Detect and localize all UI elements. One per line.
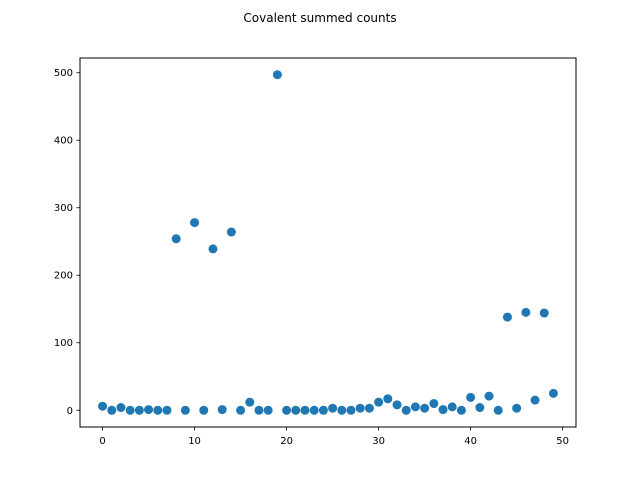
data-point [456, 405, 466, 415]
data-point [530, 395, 540, 405]
data-point [254, 405, 264, 415]
data-point [125, 405, 135, 415]
data-point [346, 405, 356, 415]
data-point [116, 403, 126, 413]
data-point [521, 307, 531, 317]
data-point [429, 399, 439, 409]
data-point [153, 405, 163, 415]
x-tick-label: 10 [188, 436, 201, 447]
data-point [263, 405, 273, 415]
data-point [447, 402, 457, 412]
x-tick-label: 20 [280, 436, 293, 447]
data-point [190, 218, 200, 228]
y-tick-label: 300 [54, 203, 73, 214]
data-point [98, 401, 108, 411]
y-tick-label: 100 [54, 338, 73, 349]
y-axis: 0 100 200 300 400 500 [54, 68, 80, 417]
data-point [410, 402, 420, 412]
data-point [438, 405, 448, 415]
y-tick-label: 500 [54, 68, 73, 79]
data-point [226, 227, 236, 237]
data-point [337, 405, 347, 415]
data-point [282, 405, 292, 415]
data-point [134, 405, 144, 415]
x-axis: 0 10 20 30 40 50 [99, 427, 569, 447]
x-tick-label: 50 [556, 436, 569, 447]
chart-title: Covalent summed counts [243, 11, 396, 25]
y-tick-label: 0 [67, 406, 73, 417]
y-tick-label: 200 [54, 271, 73, 282]
data-point [144, 405, 154, 415]
data-point [355, 403, 365, 413]
plot-frame [79, 57, 577, 428]
data-point [539, 308, 549, 318]
data-point [392, 400, 402, 410]
data-point [493, 405, 503, 415]
data-point [171, 234, 181, 244]
x-tick-label: 0 [99, 436, 105, 447]
points-layer [98, 70, 558, 415]
data-point [318, 405, 328, 415]
data-point [328, 403, 338, 413]
data-point [475, 403, 485, 413]
data-point [291, 405, 301, 415]
y-tick-label: 400 [54, 136, 73, 147]
data-point [374, 397, 384, 407]
data-point [364, 403, 374, 413]
data-point [236, 405, 246, 415]
data-point [217, 405, 227, 415]
data-point [401, 405, 411, 415]
data-point [383, 394, 393, 404]
data-point [548, 388, 558, 398]
data-point [466, 392, 476, 402]
data-point [180, 405, 190, 415]
data-point [502, 312, 512, 322]
data-point [420, 403, 430, 413]
data-point [162, 405, 172, 415]
data-point [208, 244, 218, 254]
data-point [300, 405, 310, 415]
data-point [484, 391, 494, 401]
x-tick-label: 40 [464, 436, 477, 447]
data-point [512, 403, 522, 413]
data-point [309, 405, 319, 415]
data-point [107, 405, 117, 415]
data-point [199, 405, 209, 415]
data-point [245, 397, 255, 407]
data-point [272, 70, 282, 80]
x-tick-label: 30 [372, 436, 385, 447]
